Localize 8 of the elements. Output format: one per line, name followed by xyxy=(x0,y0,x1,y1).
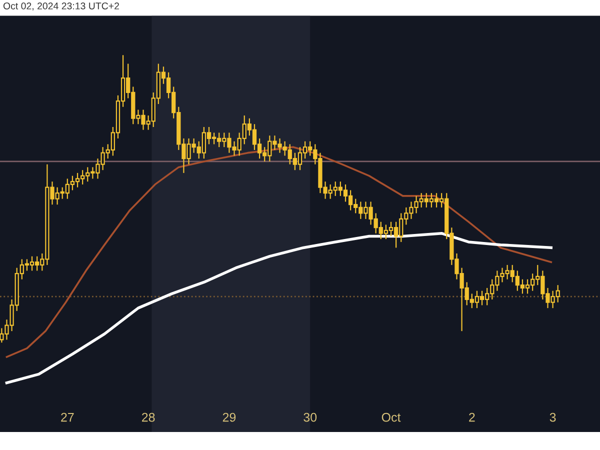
text: Oct 02, 2024 23:13 UTC+2 xyxy=(3,2,119,11)
x-tick-label: 27 xyxy=(61,412,74,422)
x-tick-label: 28 xyxy=(142,412,155,422)
x-tick-label: Oct xyxy=(382,412,401,422)
x-tick-label: 3 xyxy=(550,412,556,422)
x-tick-label: 2 xyxy=(469,412,475,422)
x-tick-label: 29 xyxy=(222,412,236,422)
x-tick-label: 30 xyxy=(304,412,317,422)
